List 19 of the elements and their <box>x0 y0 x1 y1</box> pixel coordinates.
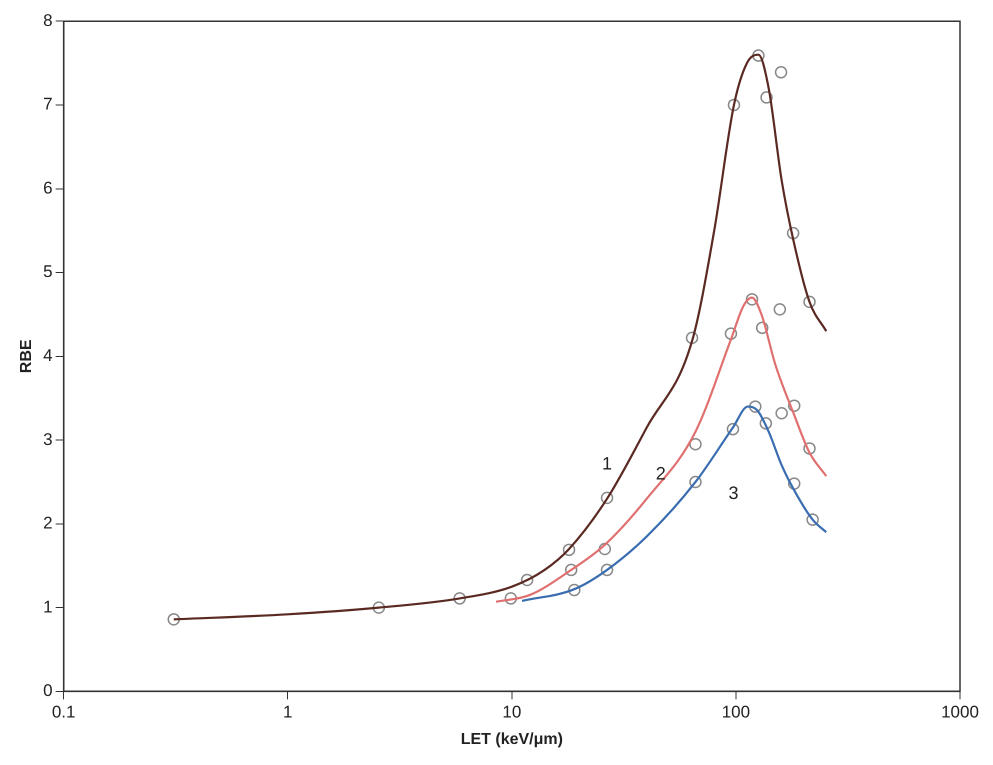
y-tick-label: 0 <box>43 681 53 700</box>
y-tick-label: 3 <box>43 430 53 449</box>
series-label: 2 <box>656 464 666 484</box>
y-tick-label: 5 <box>43 262 53 282</box>
y-tick-label: 7 <box>43 94 53 114</box>
y-tick-label: 1 <box>43 597 53 616</box>
y-tick-label: 4 <box>43 346 53 365</box>
x-tick-label: 10 <box>502 702 522 722</box>
x-tick-label: 0.1 <box>52 702 76 722</box>
y-tick-label: 8 <box>43 10 53 30</box>
x-axis-title: LET (keV/μm) <box>460 730 563 748</box>
x-tick-label: 1 <box>283 702 292 722</box>
y-axis-title: RBE <box>18 339 36 374</box>
x-tick-label: 100 <box>722 702 750 722</box>
y-tick-label: 2 <box>43 514 53 533</box>
series-label: 3 <box>728 482 738 503</box>
series-label: 1 <box>602 454 612 474</box>
y-tick-label: 6 <box>43 178 53 198</box>
x-tick-label: 1000 <box>941 702 979 722</box>
